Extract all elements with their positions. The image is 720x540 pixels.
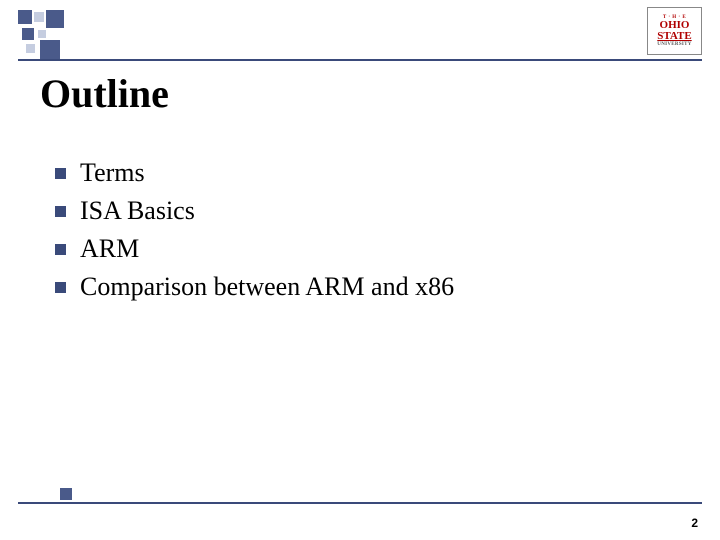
deco-square — [18, 10, 32, 24]
footer-decoration — [60, 488, 72, 500]
bullet-icon — [55, 282, 66, 293]
bullet-text: ISA Basics — [80, 196, 195, 226]
deco-square — [38, 30, 46, 38]
bullet-list: Terms ISA Basics ARM Comparison between … — [55, 158, 454, 310]
list-item: Terms — [55, 158, 454, 188]
slide-title: Outline — [40, 70, 169, 117]
page-number: 2 — [691, 516, 698, 530]
footer-line — [18, 502, 702, 504]
bullet-text: Terms — [80, 158, 145, 188]
bullet-text: Comparison between ARM and x86 — [80, 272, 454, 302]
bullet-text: ARM — [80, 234, 139, 264]
list-item: ISA Basics — [55, 196, 454, 226]
deco-square — [26, 44, 35, 53]
list-item: Comparison between ARM and x86 — [55, 272, 454, 302]
deco-square — [46, 10, 64, 28]
bullet-icon — [55, 244, 66, 255]
deco-square — [22, 28, 34, 40]
deco-square — [40, 40, 60, 60]
university-logo: T · H · E OHIO STATE UNIVERSITY — [647, 7, 702, 55]
corner-decoration — [18, 10, 88, 28]
logo-bottom-text: UNIVERSITY — [657, 42, 691, 47]
deco-square — [34, 12, 44, 22]
bullet-icon — [55, 168, 66, 179]
logo-main-line2: STATE — [657, 31, 691, 42]
bullet-icon — [55, 206, 66, 217]
list-item: ARM — [55, 234, 454, 264]
title-underline — [18, 59, 702, 61]
